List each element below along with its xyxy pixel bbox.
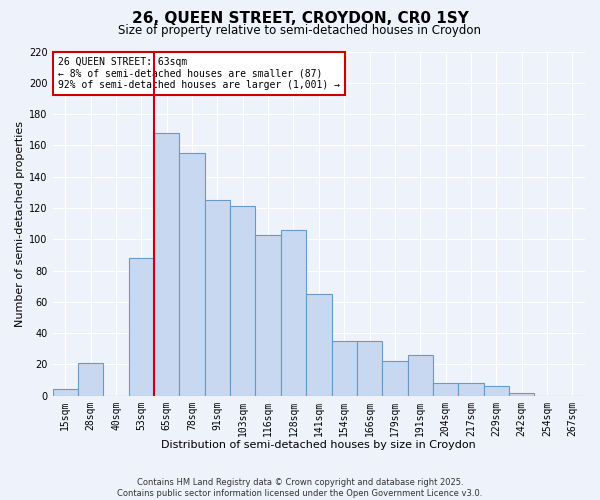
- Bar: [205, 200, 230, 396]
- Bar: [154, 133, 179, 396]
- Bar: [332, 341, 357, 396]
- Bar: [433, 383, 458, 396]
- Text: Contains HM Land Registry data © Crown copyright and database right 2025.
Contai: Contains HM Land Registry data © Crown c…: [118, 478, 482, 498]
- Bar: [53, 390, 78, 396]
- Y-axis label: Number of semi-detached properties: Number of semi-detached properties: [15, 120, 25, 326]
- Bar: [78, 363, 103, 396]
- Bar: [179, 153, 205, 396]
- Text: Size of property relative to semi-detached houses in Croydon: Size of property relative to semi-detach…: [119, 24, 482, 37]
- Bar: [281, 230, 306, 396]
- Bar: [382, 362, 407, 396]
- Bar: [129, 258, 154, 396]
- Bar: [357, 341, 382, 396]
- Bar: [458, 383, 484, 396]
- Bar: [306, 294, 332, 396]
- Text: 26 QUEEN STREET: 63sqm
← 8% of semi-detached houses are smaller (87)
92% of semi: 26 QUEEN STREET: 63sqm ← 8% of semi-deta…: [58, 56, 340, 90]
- Text: 26, QUEEN STREET, CROYDON, CR0 1SY: 26, QUEEN STREET, CROYDON, CR0 1SY: [131, 11, 469, 26]
- X-axis label: Distribution of semi-detached houses by size in Croydon: Distribution of semi-detached houses by …: [161, 440, 476, 450]
- Bar: [407, 355, 433, 396]
- Bar: [509, 392, 535, 396]
- Bar: [230, 206, 256, 396]
- Bar: [484, 386, 509, 396]
- Bar: [256, 234, 281, 396]
